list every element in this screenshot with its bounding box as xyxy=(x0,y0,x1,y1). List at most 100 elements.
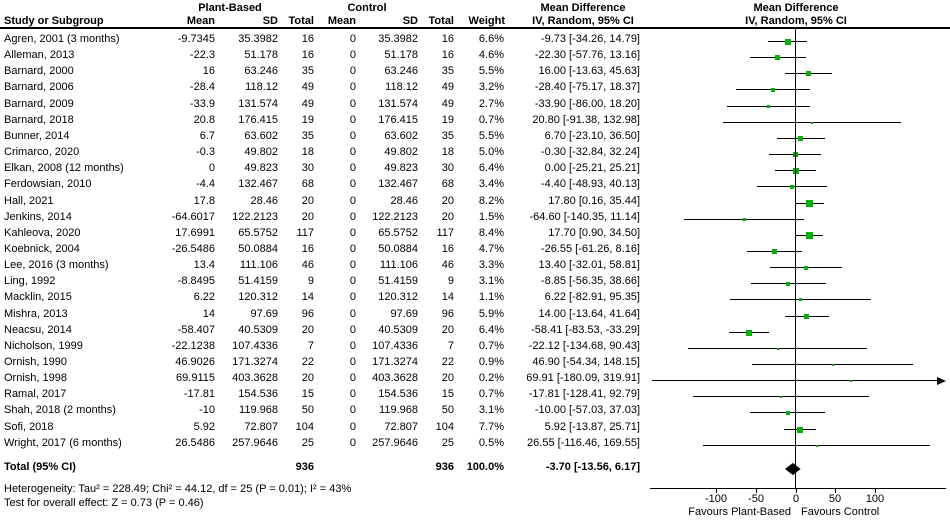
plant-total: 46 xyxy=(301,259,314,272)
study-row: Agren, 2001 (3 months) -9.7345 35.3982 16 0 3… xyxy=(0,33,950,49)
header-divider xyxy=(0,27,950,29)
effect-marker xyxy=(798,136,803,141)
plant-total: 50 xyxy=(301,404,314,417)
study-row: Lee, 2016 (3 months) 13.4 111.106 46 0 111.10… xyxy=(0,259,950,275)
study-label: Lee, 2016 (3 months) xyxy=(4,259,109,272)
ci-text: -10.00 [-57.03, 37.03] xyxy=(534,404,640,417)
effect-marker xyxy=(806,232,813,239)
study-column-header: Study or Subgroup xyxy=(4,15,104,27)
control-sd: 403.3628 xyxy=(372,372,418,385)
study-row: Kahleova, 2020 17.6991 65.5752 117 0 65.5752 1… xyxy=(0,227,950,243)
md-text-column-title: Mean Difference xyxy=(540,2,626,14)
plant-total: 18 xyxy=(301,146,314,159)
effect-marker xyxy=(793,168,799,174)
plant-mean: 17.8 xyxy=(193,194,215,207)
ci-text: -28.40 [-75.17, 18.37] xyxy=(534,81,640,94)
weight-value: 6.4% xyxy=(478,323,504,336)
ci-text: 26.55 [-116.46, 169.55] xyxy=(527,436,640,449)
weight-value: 0.2% xyxy=(478,372,504,385)
plant-total: 16 xyxy=(301,242,314,255)
effect-marker xyxy=(816,445,818,447)
effect-marker xyxy=(806,71,811,76)
control-sd: 63.246 xyxy=(384,65,418,78)
ci-text: 69.91 [-180.09, 319.91] xyxy=(526,372,640,385)
plant-sd: 49.823 xyxy=(244,162,278,175)
plant-mean: 14 xyxy=(202,307,215,320)
study-label: Ling, 1992 xyxy=(4,275,56,288)
effect-marker xyxy=(804,314,809,319)
study-label: Agren, 2001 (3 months) xyxy=(4,33,120,45)
plant-sd: 176.415 xyxy=(238,113,278,126)
effect-marker xyxy=(797,427,803,433)
study-label: Macklin, 2015 xyxy=(4,291,72,304)
weight-value: 3.4% xyxy=(478,178,504,191)
plant-sd: 35.3982 xyxy=(238,33,278,45)
effect-marker xyxy=(786,411,790,415)
control-sd: 72.807 xyxy=(384,420,418,433)
pooled-effect-diamond xyxy=(784,463,801,475)
control-total: 30 xyxy=(441,162,454,175)
control-mean: 0 xyxy=(349,146,356,159)
plant-mean: -4.4 xyxy=(196,178,215,191)
control-mean: 0 xyxy=(349,259,356,272)
control-sd: 51.178 xyxy=(384,49,418,62)
study-row: Elkan, 2008 (12 months) 0 49.823 30 0 49.823 3… xyxy=(0,162,950,178)
plant-mean: 13.4 xyxy=(193,259,215,272)
total-label: Total (95% CI) xyxy=(4,461,76,473)
weight-value: 7.7% xyxy=(478,420,504,433)
study-row: Neacsu, 2014 -58.407 40.5309 20 0 40.5309 20 6.… xyxy=(0,324,950,340)
control-sd: 51.4159 xyxy=(378,275,418,288)
ci-text: -9.73 [-34.26, 14.79] xyxy=(540,33,640,45)
study-row: Wright, 2017 (6 months) 26.5486 257.9646 25… xyxy=(0,437,950,453)
control-sd: 49.802 xyxy=(384,146,418,159)
weight-value: 4.6% xyxy=(478,49,504,62)
plant-total: 9 xyxy=(307,275,314,288)
ci-text: 5.92 [-13.87, 25.71] xyxy=(544,420,640,433)
plant-mean: -22.1238 xyxy=(171,339,215,352)
control-mean: 0 xyxy=(349,388,356,401)
arrow-right-icon xyxy=(937,376,946,385)
plant-total: 117 xyxy=(296,226,314,239)
study-row: Mishra, 2013 14 97.69 96 0 97.69 96 5.9% 14.00 [… xyxy=(0,308,950,324)
weight-value: 3.3% xyxy=(478,259,504,272)
control-total: 7 xyxy=(447,339,454,352)
ci-text: -0.30 [-32.84, 32.24] xyxy=(540,146,640,159)
plant-sd: 63.602 xyxy=(244,129,278,142)
ci-text: 6.22 [-82.91, 95.35] xyxy=(544,291,640,304)
control-sd: 154.536 xyxy=(378,388,418,401)
control-mean: 0 xyxy=(349,49,356,62)
effect-marker xyxy=(804,266,808,270)
weight-value: 6.4% xyxy=(478,162,504,175)
study-row: Barnard, 2018 20.8 176.415 19 0 176.415 19 0.7%… xyxy=(0,114,950,130)
weight-value: 3.2% xyxy=(478,81,504,94)
study-label: Ornish, 1990 xyxy=(4,356,67,368)
weight-value: 2.7% xyxy=(478,97,504,110)
control-total: 35 xyxy=(441,65,454,78)
plant-mean: -17.81 xyxy=(183,388,215,401)
md-plot-column-title: Mean Difference xyxy=(753,2,839,14)
plant-total: 25 xyxy=(301,436,314,449)
plant-total: 14 xyxy=(301,291,314,304)
control-mean: 0 xyxy=(349,275,356,288)
plant-sd: 51.4159 xyxy=(238,275,278,288)
study-row: Jenkins, 2014 -64.6017 122.2123 20 0 122.2123… xyxy=(0,211,950,227)
study-row: Ramal, 2017 -17.81 154.536 15 0 154.536 15 0.7%… xyxy=(0,388,950,404)
control-sd: 65.5752 xyxy=(378,226,418,239)
control-sd: 107.4336 xyxy=(372,339,418,352)
ci-text: 0.00 [-25.21, 25.21] xyxy=(544,162,640,175)
plant-sd: 107.4336 xyxy=(232,339,278,352)
control-mean: 0 xyxy=(349,162,356,175)
study-label: Mishra, 2013 xyxy=(4,307,68,320)
plant-sd: 122.2123 xyxy=(232,210,278,223)
plant-mean: -33.9 xyxy=(189,97,215,110)
control-sd: 120.312 xyxy=(378,291,418,304)
plant-mean: 17.6991 xyxy=(175,226,215,239)
ci-text: -8.85 [-56.35, 38.66] xyxy=(540,275,640,288)
control-sd: 118.12 xyxy=(385,81,418,94)
plant-sd: 120.312 xyxy=(238,291,278,304)
study-row: Koebnick, 2004 -26.5486 50.0884 16 0 50.0884 1… xyxy=(0,243,950,259)
study-row: Ling, 1992 -8.8495 51.4159 9 0 51.4159 9 3.1% -8… xyxy=(0,275,950,291)
ci-text: -64.60 [-140.35, 11.14] xyxy=(529,210,641,223)
plant-mean: 6.22 xyxy=(193,291,215,304)
ci-text: 13.40 [-32.01, 58.81] xyxy=(538,259,640,272)
